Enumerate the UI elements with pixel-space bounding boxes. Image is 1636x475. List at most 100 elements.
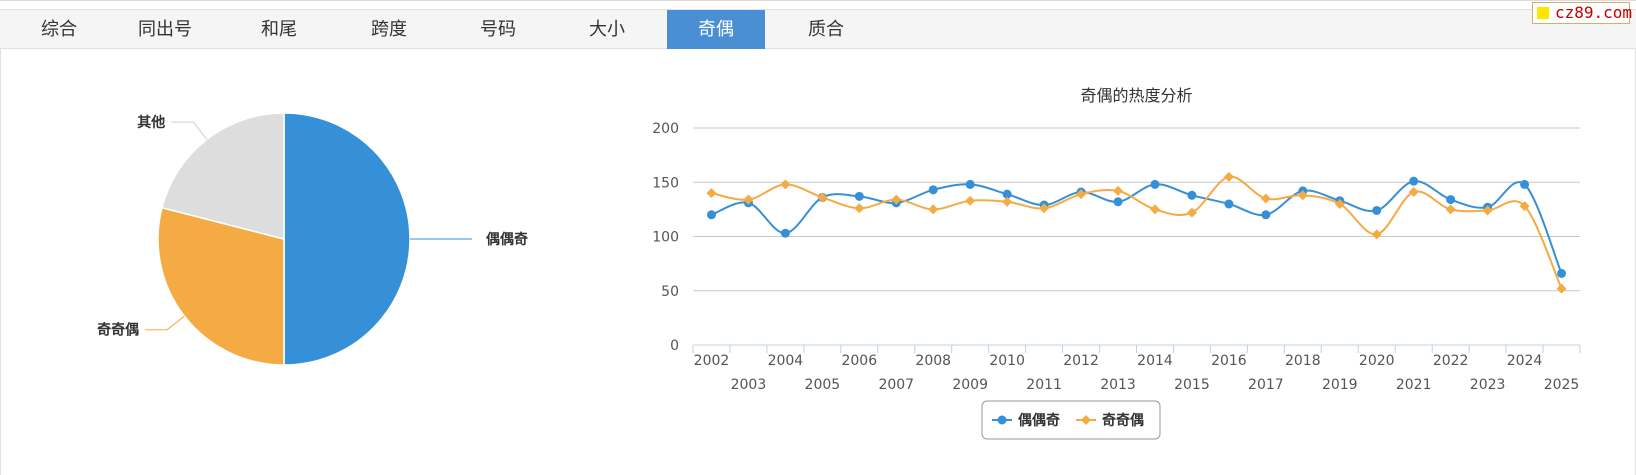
data-point[interactable] — [854, 203, 865, 214]
data-point[interactable] — [1371, 229, 1382, 240]
data-point[interactable] — [1482, 205, 1493, 216]
data-point[interactable] — [1408, 187, 1419, 198]
x-tick-label: 2021 — [1396, 377, 1432, 393]
site-logo[interactable]: cz89.com — [1532, 2, 1633, 24]
data-point[interactable] — [854, 191, 864, 201]
data-point[interactable] — [1297, 190, 1308, 201]
y-tick-label: 100 — [652, 230, 679, 246]
data-point[interactable] — [1446, 195, 1456, 205]
legend: 偶偶奇 奇奇偶 — [981, 400, 1161, 440]
data-point[interactable] — [965, 179, 975, 189]
tab-label: 大小 — [589, 19, 625, 40]
tab-haoma[interactable]: 号码 — [451, 10, 545, 49]
legend-marker — [997, 415, 1007, 425]
data-point[interactable] — [928, 204, 939, 215]
x-tick-label: 2003 — [731, 377, 767, 393]
legend-label: 偶偶奇 — [1018, 412, 1060, 429]
data-point[interactable] — [965, 195, 976, 206]
x-tick-label: 2009 — [952, 377, 988, 393]
tab-label: 奇偶 — [698, 19, 734, 40]
data-point[interactable] — [928, 185, 938, 195]
x-tick-label: 2008 — [915, 353, 951, 369]
data-point[interactable] — [1076, 189, 1087, 200]
x-tick-label: 2010 — [989, 353, 1025, 369]
data-point[interactable] — [817, 192, 828, 203]
x-tick-label: 2022 — [1433, 353, 1469, 369]
data-point[interactable] — [1520, 179, 1530, 189]
data-point[interactable] — [1372, 205, 1382, 215]
x-tick-label: 2024 — [1507, 353, 1543, 369]
data-point[interactable] — [891, 194, 902, 205]
x-tick-label: 2020 — [1359, 353, 1395, 369]
data-point[interactable] — [1519, 201, 1530, 212]
tab-hewei[interactable]: 和尾 — [232, 10, 326, 49]
x-tick-label: 2004 — [768, 353, 804, 369]
data-point[interactable] — [1445, 204, 1456, 215]
legend-label: 奇奇偶 — [1102, 412, 1144, 429]
tab-zhihe[interactable]: 质合 — [779, 10, 873, 49]
data-point[interactable] — [1113, 197, 1123, 207]
tab-label: 跨度 — [371, 19, 407, 40]
x-tick-label: 2016 — [1211, 353, 1247, 369]
data-point[interactable] — [1150, 179, 1160, 189]
data-point[interactable] — [1002, 189, 1012, 199]
tab-label: 综合 — [41, 19, 77, 40]
logo-mark-icon — [1537, 7, 1549, 19]
pie-label: 偶偶奇 — [486, 231, 528, 248]
y-tick-label: 50 — [661, 284, 679, 300]
pie-slice[interactable] — [283, 112, 411, 366]
x-tick-label: 2007 — [878, 377, 914, 393]
legend-marker — [1081, 415, 1091, 425]
pie-label-connector — [145, 315, 185, 331]
data-point[interactable] — [706, 188, 717, 199]
line-chart: 奇偶的热度分析050100150200200220032004200520062… — [652, 86, 1581, 440]
data-point[interactable] — [1334, 198, 1345, 209]
data-point[interactable] — [1556, 283, 1567, 294]
data-point[interactable] — [780, 228, 790, 238]
tab-kuadu[interactable]: 跨度 — [342, 10, 436, 49]
data-point[interactable] — [1261, 210, 1271, 220]
y-tick-label: 0 — [670, 338, 679, 354]
data-point[interactable] — [1224, 199, 1234, 209]
data-point[interactable] — [1149, 204, 1160, 215]
tab-daxiao[interactable]: 大小 — [560, 10, 654, 49]
data-point[interactable] — [1186, 207, 1197, 218]
tab-label: 和尾 — [261, 19, 297, 40]
data-point[interactable] — [780, 179, 791, 190]
x-tick-label: 2012 — [1063, 353, 1099, 369]
y-tick-label: 150 — [652, 175, 679, 191]
data-point[interactable] — [1039, 203, 1050, 214]
x-tick-label: 2002 — [694, 353, 730, 369]
legend-item[interactable]: 奇奇偶 — [1076, 412, 1144, 429]
x-tick-label: 2011 — [1026, 377, 1062, 393]
data-point[interactable] — [1557, 268, 1567, 278]
tab-label: 号码 — [480, 19, 516, 40]
x-tick-label: 2014 — [1137, 353, 1173, 369]
x-tick-label: 2015 — [1174, 377, 1210, 393]
pie-label: 奇奇偶 — [97, 322, 139, 339]
tab-jiou[interactable]: 奇偶 — [667, 10, 765, 49]
pie-label: 其他 — [137, 114, 165, 131]
pie-slice[interactable] — [157, 206, 285, 366]
pie-slice[interactable] — [161, 112, 285, 240]
pie-label-connector — [171, 121, 208, 140]
series-line — [711, 180, 1563, 274]
data-point[interactable] — [1260, 193, 1271, 204]
data-point[interactable] — [1002, 196, 1013, 207]
data-point[interactable] — [1223, 171, 1234, 182]
x-tick-label: 2006 — [841, 353, 877, 369]
data-point[interactable] — [1409, 176, 1419, 186]
legend-box — [981, 400, 1161, 440]
x-tick-label: 2025 — [1544, 377, 1580, 393]
legend-item[interactable]: 偶偶奇 — [992, 412, 1060, 429]
tab-zonghe[interactable]: 综合 — [0, 10, 118, 49]
data-point[interactable] — [1113, 185, 1124, 196]
data-point[interactable] — [706, 210, 716, 220]
data-point[interactable] — [1187, 190, 1197, 200]
tab-bar: 综合 同出号 和尾 跨度 号码 大小 奇偶 质合 — [0, 9, 1636, 49]
logo-text: cz89.com — [1555, 3, 1633, 22]
data-point[interactable] — [743, 194, 754, 205]
x-tick-label: 2018 — [1285, 353, 1321, 369]
tab-tongchuhao[interactable]: 同出号 — [118, 10, 212, 49]
